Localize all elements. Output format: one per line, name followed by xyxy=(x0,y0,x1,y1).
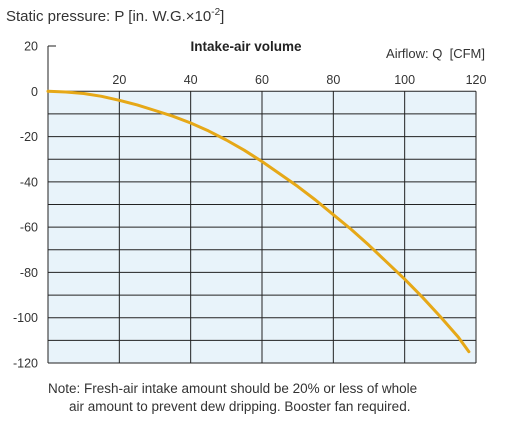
plot-area: 20 0 -20 -40 -60 -80 -100 -120 20 40 60 80 100 120 xyxy=(13,40,487,371)
y-tick-label: -80 xyxy=(20,266,38,280)
footnote: Note: Fresh-air intake amount should be … xyxy=(48,380,518,416)
y-tick-label: -100 xyxy=(13,311,38,325)
x-axis-label: Airflow: Q [CFM] xyxy=(386,46,485,61)
x-tick-label: 120 xyxy=(466,73,487,87)
footnote-line-2: air amount to prevent dew dripping. Boos… xyxy=(69,399,411,414)
y-axis-label-main: Static pressure: P [in. W.G.×10 xyxy=(6,8,211,25)
y-tick-label: 20 xyxy=(24,40,38,54)
y-tick-label: -40 xyxy=(20,175,38,189)
x-tick-label: 80 xyxy=(326,73,340,87)
x-tick-label: 60 xyxy=(255,73,269,87)
x-tick-label: 40 xyxy=(184,73,198,87)
chart-title: Intake-air volume xyxy=(190,39,302,54)
y-tick-label: -120 xyxy=(13,357,38,371)
static-pressure-chart: Static pressure: P [in. W.G.×10-2] Intak… xyxy=(6,7,487,371)
x-tick-label: 100 xyxy=(394,73,415,87)
y-tick-label: 0 xyxy=(31,85,38,99)
footnote-line-1: Note: Fresh-air intake amount should be … xyxy=(48,381,418,396)
y-tick-label: -20 xyxy=(20,130,38,144)
y-axis-label-close: ] xyxy=(220,8,224,25)
x-tick-label: 20 xyxy=(112,73,126,87)
pressure-curve xyxy=(46,89,471,354)
y-axis-label: Static pressure: P [in. W.G.×10-2] xyxy=(6,7,224,25)
y-axis-label-exponent: -2 xyxy=(211,7,220,18)
y-tick-label: -60 xyxy=(20,221,38,235)
